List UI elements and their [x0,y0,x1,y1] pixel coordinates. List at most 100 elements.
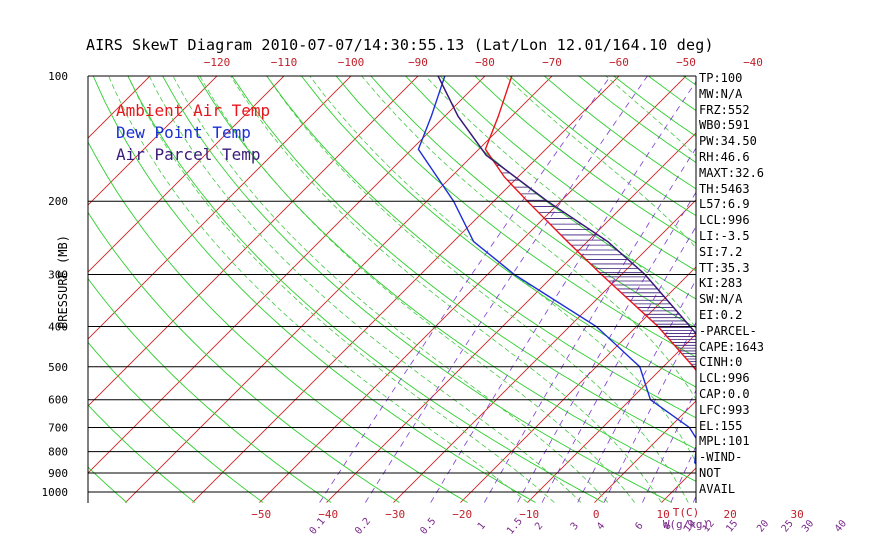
dry-adiabat-line [301,76,696,388]
bottom-temp-tick-label: −10 [519,508,539,521]
isotherm-line [527,333,696,503]
dry-adiabat-line [509,76,696,217]
mixing-ratio-line [791,76,870,503]
bottom-temp-tick-label: −40 [318,508,338,521]
top-temp-tick-label: −90 [408,56,428,69]
index-item: LCL:996 [699,213,750,228]
index-item: -PARCEL- [699,323,757,338]
y-axis-label: PRESSURE (MB) [56,235,70,329]
top-temp-tick-label: −80 [475,56,495,69]
bottom-temp-tick-label: 30 [791,508,804,521]
index-item: SW:N/A [699,292,743,307]
legend-air-parcel-temp: Air Parcel Temp [116,145,261,164]
isotherm-line [88,76,352,340]
bottom-temp-tick-label: 0 [593,508,600,521]
bottom-temp-tick-label: −20 [452,508,472,521]
mixing-ratio-line [603,321,696,503]
bottom-temp-tick-label: 20 [724,508,737,521]
index-item: EI:0.2 [699,307,743,322]
isotherm-line [393,199,696,503]
index-item: PW:34.50 [699,134,757,149]
dry-adiabat-line [439,76,696,272]
mixing-ratio-line [812,76,870,503]
mixing-ratio-line [767,76,870,503]
isotherm-line [460,266,696,503]
index-item: EL:155 [699,418,743,433]
pressure-tick-label: 700 [48,422,68,435]
mixing-ratio-line [845,76,870,503]
mixing-ratio-label: 8 [662,521,674,533]
chart-title: AIRS SkewT Diagram 2010-07-07/14:30:55.1… [86,36,714,54]
dry-adiabat-line [266,76,696,419]
mixing-ratio-label: 1 [476,521,488,533]
pressure-tick-label: 900 [48,467,68,480]
index-item: AVAIL [699,481,736,496]
moist-adiabat-line [127,76,555,503]
dry-adiabat-line [335,76,696,358]
index-item: LI:-3.5 [699,228,750,243]
isotherm-line [661,467,696,503]
legend-ambient-air-temp: Ambient Air Temp [116,101,271,120]
stability-indices-panel: TP:100 MW:N/A FRZ:552 WB0:591 PW:34.50 RH:46.… [699,71,764,498]
top-temp-tick-label: −100 [338,56,365,69]
mixing-ratio-label: 2 [533,521,545,533]
dry-adiabat-line [822,76,870,503]
isotherm-line [88,76,218,206]
legend-dew-point-temp: Dew Point Temp [116,123,251,142]
pressure-tick-label: 500 [48,361,68,374]
index-item: SI:7.2 [699,244,743,259]
index-item: FRZ:552 [699,102,750,117]
pressure-tick-label: 300 [48,268,68,281]
pressure-tick-label: 400 [48,320,68,333]
index-item: LFC:993 [699,402,750,417]
index-item: TH:5463 [699,181,750,196]
x-axis-unit-label: T(C) [673,506,700,519]
isotherm-line [795,67,870,503]
top-temp-tick-label: −120 [204,56,231,69]
mixing-ratio-label: 3 [569,521,581,533]
index-item: CAPE:1643 [699,339,765,354]
isotherm-line [0,67,92,503]
bottom-temp-tick-label: −30 [385,508,405,521]
pressure-tick-label: 600 [48,394,68,407]
index-item: WB0:591 [699,118,750,133]
mixing-ratio-unit-label: W(g/kg) [663,518,709,531]
pressure-tick-label: 100 [48,70,68,83]
index-item: MPL:101 [699,434,750,449]
index-item: RH:46.6 [699,149,750,164]
index-item: KI:283 [699,276,743,291]
moist-adiabat-line [425,76,696,329]
isotherm-line [88,76,285,273]
moist-adiabat-line [230,76,662,503]
mixing-ratio-label: 0.2 [353,516,373,537]
index-item: MAXT:32.6 [699,165,765,180]
dry-adiabat-line [857,76,870,503]
dry-adiabat-line [370,76,696,329]
top-temp-tick-label: −50 [676,56,696,69]
isotherm-line [259,76,687,503]
pressure-tick-label: 200 [48,195,68,208]
index-item: TP:100 [699,71,743,85]
isotherm-line [862,67,870,503]
index-item: CAP:0.0 [699,386,750,401]
bottom-temp-tick-label: −50 [251,508,271,521]
dry-adiabat-line [787,76,870,503]
mixing-ratio-label: 40 [833,518,849,534]
mixing-ratio-label: 0.5 [418,516,438,537]
mixing-ratio-label: 4 [595,521,607,533]
pressure-tick-label: 800 [48,446,68,459]
top-temp-tick-label: −40 [743,56,763,69]
mixing-ratio-label: 20 [755,518,771,534]
top-temp-tick-label: −110 [271,56,298,69]
index-item: NOT [699,465,721,480]
cape-hatching [496,164,696,370]
isotherm-line [594,400,696,503]
mixing-ratio-label: 6 [633,521,645,533]
mixing-ratio-line [319,76,611,503]
pressure-tick-label: 1000 [42,486,69,499]
top-temp-tick-label: −60 [609,56,629,69]
index-item: L57:6.9 [699,197,750,212]
dry-adiabat-line [231,76,696,450]
bottom-temp-tick-label: 10 [657,508,670,521]
